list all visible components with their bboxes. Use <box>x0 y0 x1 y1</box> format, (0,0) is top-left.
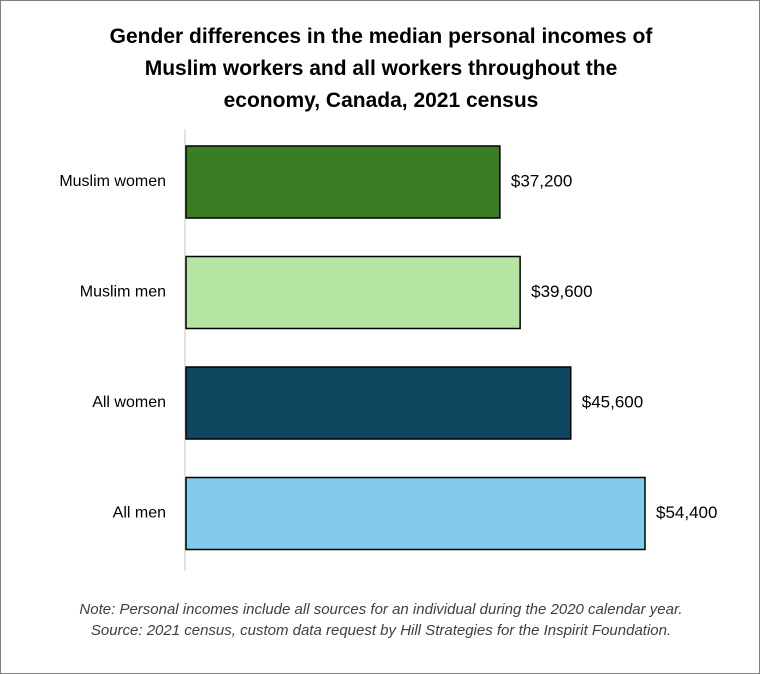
category-label-muslim-women: Muslim women <box>59 173 166 190</box>
bar-all-men <box>185 476 646 551</box>
note-text: Note: Personal incomes include all sourc… <box>79 601 683 618</box>
chart-notes: Note: Personal incomes include all sourc… <box>21 599 741 641</box>
chart-title-line-3: economy, Canada, 2021 census <box>223 89 539 112</box>
value-label-muslim-men: $39,600 <box>531 282 592 301</box>
value-label-all-men: $54,400 <box>656 503 717 522</box>
value-label-all-women: $45,600 <box>582 392 643 411</box>
category-label-all-men: All men <box>113 505 166 522</box>
bar-chart: Muslim women $37,200 Muslim men $39,600 All … <box>59 129 717 571</box>
chart-title-line-1: Gender differences in the median persona… <box>109 25 653 48</box>
bar-muslim-women <box>185 145 501 219</box>
category-label-muslim-men: Muslim men <box>80 284 166 301</box>
category-label-all-women: All women <box>92 394 166 411</box>
bars-group: Muslim women $37,200 Muslim men $39,600 All … <box>59 145 717 551</box>
chart-title-line-2: Muslim workers and all workers throughou… <box>144 57 618 80</box>
chart-title: Gender differences in the median persona… <box>41 21 721 117</box>
bar-all-women <box>185 366 572 440</box>
value-label-muslim-women: $37,200 <box>511 171 572 190</box>
bar-muslim-men <box>185 255 521 330</box>
source-text: Source: 2021 census, custom data request… <box>90 622 672 639</box>
